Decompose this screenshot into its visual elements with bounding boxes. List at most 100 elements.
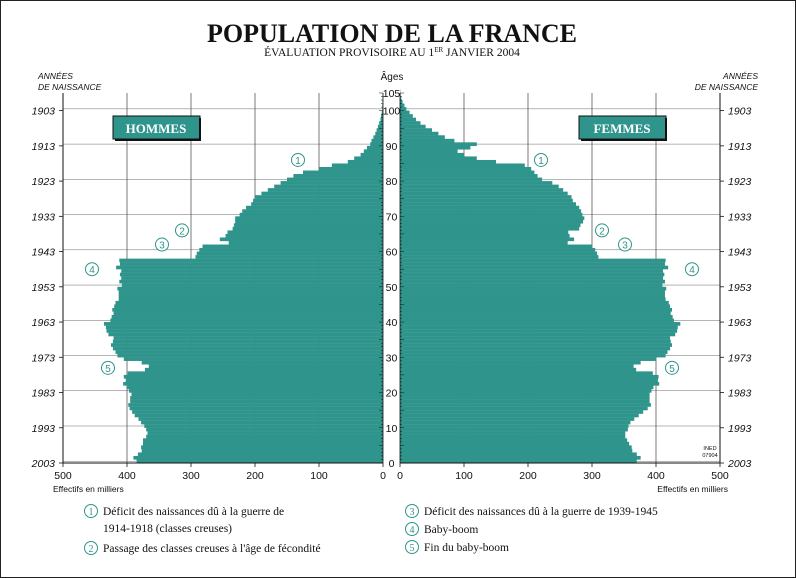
bar-women bbox=[400, 371, 653, 376]
x-tick-label-right: 300 bbox=[583, 470, 601, 482]
bar-men bbox=[377, 124, 383, 129]
bar-men bbox=[202, 244, 383, 249]
bar-women bbox=[400, 191, 568, 196]
x-axis-label-left: Effectifs en milliers bbox=[53, 484, 124, 494]
bar-men bbox=[287, 177, 383, 182]
bar-men bbox=[144, 424, 383, 428]
bar-men bbox=[376, 128, 383, 132]
women-label: FEMMES bbox=[593, 121, 650, 136]
bar-men bbox=[103, 322, 384, 326]
year-tick-label-left: 1933 bbox=[32, 211, 56, 223]
bar-women bbox=[400, 392, 650, 397]
chart-title: POPULATION DE LA FRANCE bbox=[207, 19, 577, 48]
bar-women bbox=[400, 103, 405, 108]
annotation-num-2-left: 2 bbox=[179, 226, 185, 237]
bar-men bbox=[123, 357, 384, 361]
bar-men bbox=[375, 131, 383, 136]
bar-women bbox=[400, 304, 671, 309]
age-tick-label: 20 bbox=[386, 388, 398, 400]
bar-women bbox=[400, 322, 681, 326]
bar-men bbox=[280, 181, 383, 185]
bar-men bbox=[267, 188, 383, 192]
bar-men bbox=[274, 184, 383, 189]
bar-women bbox=[400, 138, 455, 143]
age-tick-label: 40 bbox=[386, 317, 398, 329]
x-tick-label-right: 500 bbox=[711, 470, 729, 482]
bar-women bbox=[400, 100, 403, 104]
bar-men bbox=[137, 452, 383, 457]
bar-men bbox=[147, 431, 383, 435]
age-tick-label: 60 bbox=[386, 247, 398, 259]
bar-men bbox=[233, 223, 383, 228]
bar-men bbox=[381, 110, 383, 115]
bar-women bbox=[400, 96, 402, 101]
bar-women bbox=[400, 265, 669, 270]
year-axis-label-right-2: DE NAISSANCE bbox=[695, 82, 759, 92]
legend-num-2: 2 bbox=[89, 544, 94, 555]
bar-women bbox=[400, 385, 654, 390]
bar-women bbox=[400, 318, 674, 323]
legend-text-1b: 1914-1918 (classes creuses) bbox=[103, 523, 232, 535]
bar-men bbox=[363, 149, 383, 154]
year-tick-label-left: 1953 bbox=[32, 282, 56, 294]
x-tick-label-left: 500 bbox=[54, 470, 72, 482]
bar-men bbox=[225, 233, 383, 238]
bar-men bbox=[116, 265, 384, 270]
x-tick-label-right: 100 bbox=[455, 470, 473, 482]
x-tick-label-left: 400 bbox=[118, 470, 136, 482]
bar-women bbox=[400, 145, 471, 150]
bar-men bbox=[121, 269, 384, 273]
bar-men bbox=[129, 406, 383, 411]
legend-num-4: 4 bbox=[410, 525, 415, 536]
bar-women bbox=[400, 427, 628, 432]
bar-men bbox=[367, 145, 383, 150]
age-tick-label: 50 bbox=[386, 282, 398, 294]
legend-text-2: Passage des classes creuses à l'âge de f… bbox=[103, 543, 321, 555]
bar-men bbox=[113, 311, 383, 316]
annotation-num-3-left: 3 bbox=[159, 241, 165, 252]
bar-women bbox=[400, 114, 413, 118]
bar-women bbox=[400, 448, 633, 453]
bar-women bbox=[400, 226, 580, 231]
age-tick-label: 0 bbox=[389, 458, 395, 470]
year-tick-label-right: 1963 bbox=[728, 317, 752, 329]
bar-men bbox=[380, 117, 383, 122]
bar-women bbox=[400, 167, 532, 171]
bar-men bbox=[106, 329, 384, 333]
bar-men bbox=[121, 283, 383, 287]
legend-item-5: 5 Fin du baby-boom bbox=[405, 540, 509, 554]
bar-men bbox=[141, 420, 383, 425]
annotation-circle-5-left bbox=[101, 360, 115, 375]
bar-women bbox=[400, 293, 665, 298]
bar-men bbox=[141, 448, 383, 453]
bar-men bbox=[127, 385, 383, 390]
bar-men bbox=[128, 403, 383, 407]
bar-men bbox=[148, 364, 383, 369]
year-tick-label-right: 1983 bbox=[728, 388, 752, 400]
bar-men bbox=[111, 343, 383, 347]
legend-text-4: Baby-boom bbox=[424, 524, 478, 536]
bar-men bbox=[232, 226, 383, 231]
annotation-num-4-left: 4 bbox=[89, 265, 95, 276]
bar-women bbox=[400, 269, 664, 273]
year-tick-label-right: 1913 bbox=[728, 141, 752, 153]
bar-women bbox=[400, 286, 667, 291]
x-tick-label-left: 300 bbox=[182, 470, 200, 482]
bar-men bbox=[379, 121, 383, 125]
bar-women bbox=[400, 438, 628, 443]
annotation-circle-2-right bbox=[595, 223, 609, 238]
bar-men bbox=[118, 290, 384, 295]
bar-men bbox=[128, 389, 383, 393]
bar-men bbox=[130, 396, 383, 400]
bar-men bbox=[114, 304, 383, 309]
bar-men bbox=[370, 142, 383, 147]
bar-men bbox=[235, 219, 383, 224]
bar-men bbox=[239, 212, 383, 217]
bar-women bbox=[400, 396, 650, 400]
bar-men bbox=[143, 441, 383, 446]
bar-men bbox=[130, 399, 383, 404]
bar-women bbox=[400, 216, 585, 221]
bar-men bbox=[146, 434, 383, 439]
bar-men bbox=[261, 191, 383, 196]
